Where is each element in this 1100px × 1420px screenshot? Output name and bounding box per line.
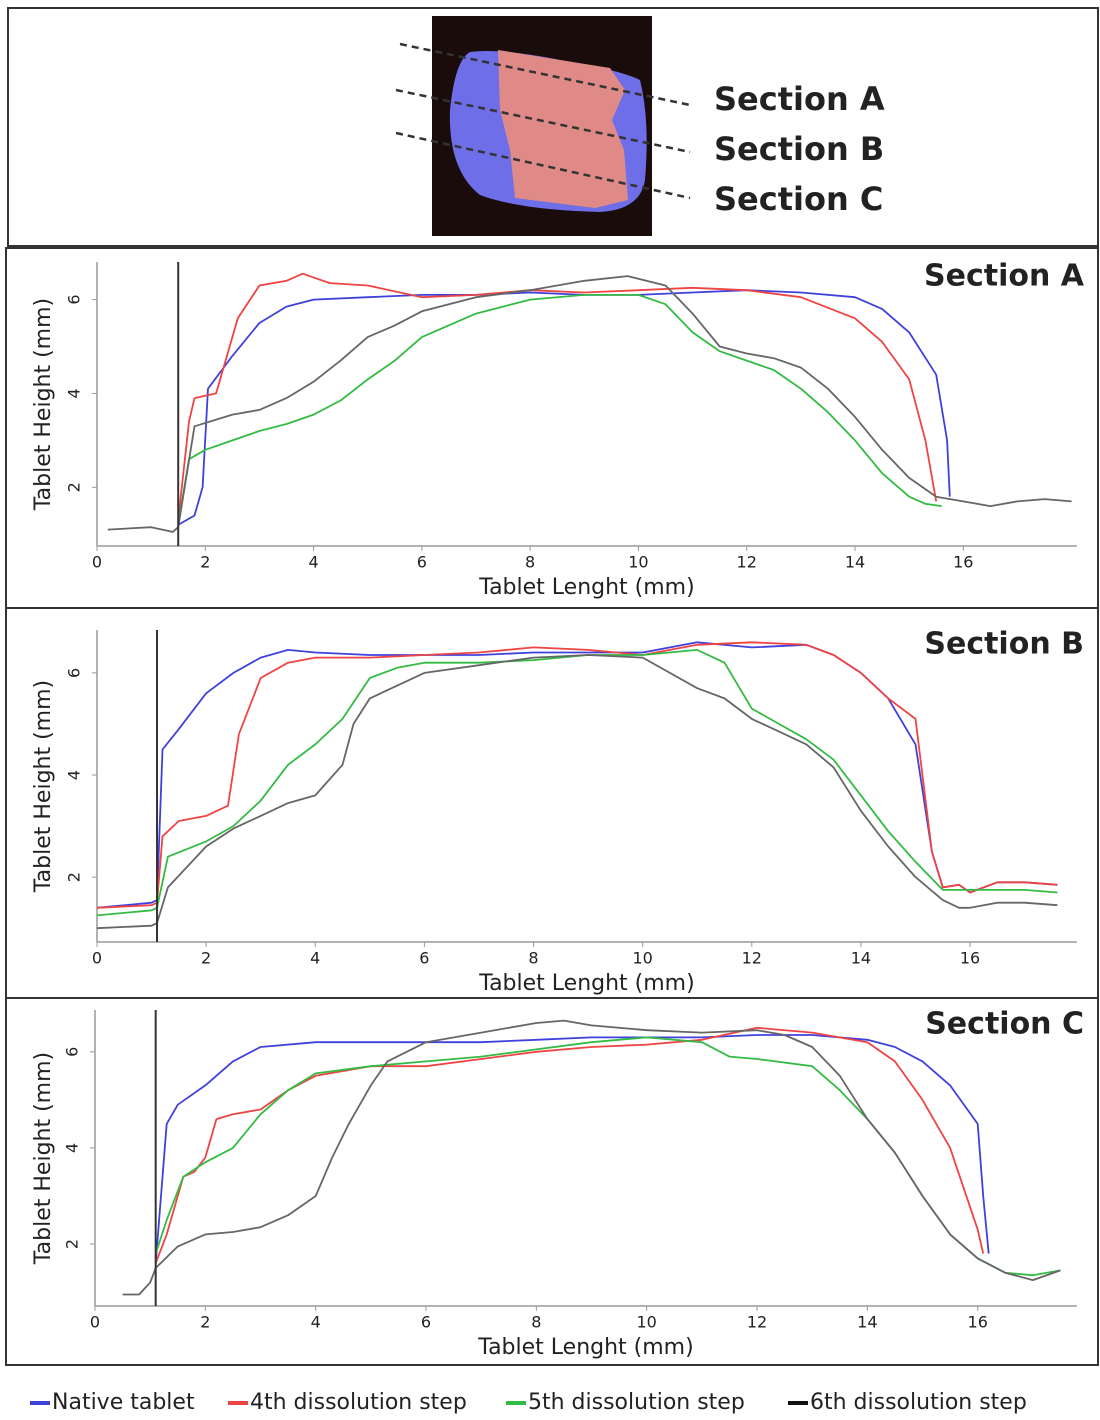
tablet-image [432, 16, 652, 236]
legend-label: 5th dissolution step [528, 1390, 745, 1415]
legend-label: Native tablet [52, 1390, 195, 1415]
section-label: Section B [714, 130, 884, 168]
y-tick-label: 2 [65, 872, 84, 882]
x-tick-label: 14 [857, 1313, 877, 1332]
series-line: Native tablet [96, 641, 1058, 909]
series-line: 4th dissolution step [96, 641, 1058, 909]
series-line: 5th dissolution step [177, 294, 942, 526]
series-line: 6th dissolution step [122, 1019, 1061, 1296]
x-tick-label: 0 [92, 949, 102, 968]
y-axis-label: Tablet Height (mm) [31, 298, 56, 511]
y-tick-label: 6 [65, 668, 84, 678]
y-tick-label: 4 [63, 1143, 82, 1153]
x-tick-label: 12 [737, 553, 757, 572]
x-tick-label: 2 [201, 949, 211, 968]
x-tick-label: 16 [953, 553, 973, 572]
y-tick-label: 4 [65, 770, 84, 780]
x-tick-label: 16 [968, 1313, 988, 1332]
legend-label: 6th dissolution step [810, 1390, 1027, 1415]
section-label: Section C [714, 180, 883, 218]
x-tick-label: 2 [200, 553, 210, 572]
x-axis-label: Tablet Lenght (mm) [478, 575, 694, 600]
y-axis-label: Tablet Height (mm) [31, 680, 56, 893]
x-tick-label: 4 [311, 1313, 321, 1332]
x-tick-label: 8 [531, 1313, 541, 1332]
chart-panel [5, 247, 1099, 609]
series-line: Native tablet [177, 289, 951, 526]
series-line: 4th dissolution step [177, 272, 938, 521]
section-lines [395, 42, 691, 200]
x-tick-label: 14 [845, 553, 865, 572]
x-tick-label: 4 [308, 553, 318, 572]
x-axis-label: Tablet Lenght (mm) [477, 1335, 693, 1360]
series-line: 5th dissolution step [154, 1036, 1061, 1277]
x-tick-label: 6 [419, 949, 429, 968]
y-tick-label: 2 [63, 1239, 82, 1249]
x-tick-label: 6 [417, 553, 427, 572]
chart-title: Section C [925, 1007, 1084, 1042]
x-tick-label: 0 [90, 1313, 100, 1332]
chart-panel [5, 607, 1099, 999]
x-tick-label: 12 [742, 949, 762, 968]
x-axis-label: Tablet Lenght (mm) [478, 971, 694, 996]
x-tick-label: 0 [92, 553, 102, 572]
y-tick-label: 6 [65, 294, 84, 304]
chart-title: Section A [924, 259, 1085, 294]
y-axis-label: Tablet Height (mm) [31, 1052, 56, 1265]
chart-title: Section B [924, 627, 1084, 662]
legend-label: 4th dissolution step [250, 1390, 467, 1415]
x-tick-label: 14 [851, 949, 871, 968]
section-label: Section A [714, 80, 885, 118]
x-tick-label: 10 [637, 1313, 657, 1332]
x-tick-label: 12 [747, 1313, 767, 1332]
x-tick-label: 4 [310, 949, 320, 968]
x-tick-label: 10 [628, 553, 648, 572]
y-tick-label: 6 [63, 1047, 82, 1057]
series-line: 6th dissolution step [96, 654, 1058, 930]
y-tick-label: 4 [65, 388, 84, 398]
series-line: Native tablet [154, 1034, 990, 1264]
x-tick-label: 16 [960, 949, 980, 968]
x-tick-label: 8 [528, 949, 538, 968]
chart-panel [5, 997, 1099, 1366]
y-tick-label: 2 [65, 482, 84, 492]
x-tick-label: 10 [632, 949, 652, 968]
x-tick-label: 2 [200, 1313, 210, 1332]
series-line: 6th dissolution step [107, 275, 1072, 533]
x-tick-label: 8 [525, 553, 535, 572]
x-tick-label: 6 [421, 1313, 431, 1332]
series-line: 4th dissolution step [154, 1026, 985, 1264]
